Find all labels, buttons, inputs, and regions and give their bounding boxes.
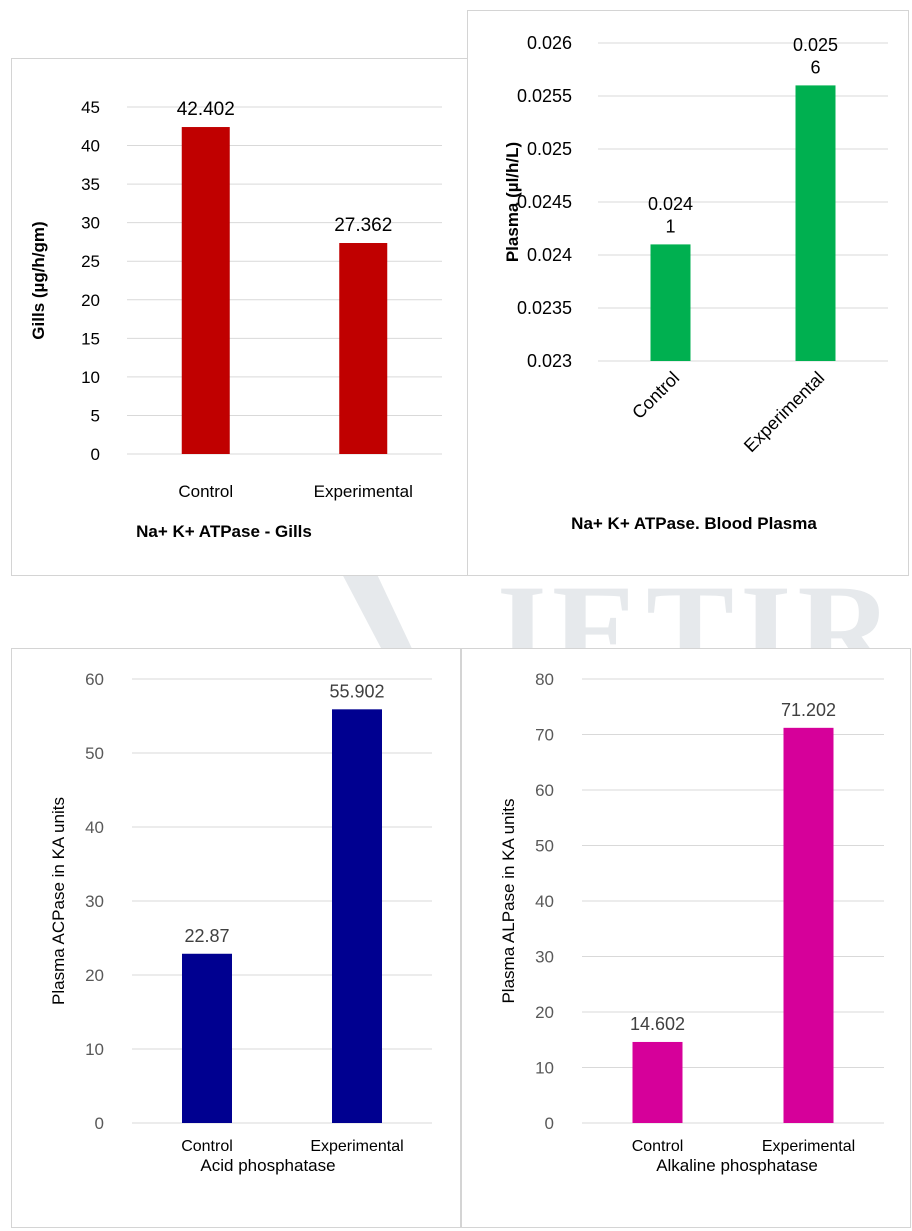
y-tick-label: 35	[81, 175, 100, 194]
y-tick-label: 0.0255	[517, 86, 572, 106]
y-tick-label: 60	[535, 781, 554, 800]
data-label: 0.025	[793, 35, 838, 55]
bar-control	[632, 1041, 683, 1123]
y-axis-title: Plasma (µl/h/L)	[503, 142, 522, 262]
y-tick-label: 30	[85, 892, 104, 911]
y-tick-label: 20	[535, 1003, 554, 1022]
bar-experimental	[783, 727, 834, 1123]
y-tick-label: 0.023	[527, 351, 572, 371]
y-tick-label: 5	[91, 406, 100, 425]
y-tick-label: 70	[535, 726, 554, 745]
y-tick-label: 0.026	[527, 33, 572, 53]
bar-experimental	[339, 243, 388, 454]
blood-plasma-chart: 0.023 0.0235 0.024 0.0245 0.025 0.0255 0.026 0.…	[503, 33, 888, 533]
x-tick-label: Control	[181, 1138, 233, 1155]
y-tick-label: 0	[91, 445, 100, 464]
data-label: 0.024	[648, 194, 693, 214]
y-tick-label: 0	[95, 1114, 104, 1133]
y-tick-label: 15	[81, 329, 100, 348]
x-tick-label: Experimental	[314, 482, 413, 501]
y-tick-label: 80	[535, 670, 554, 689]
chart-title: Na+ K+ ATPase - Gills	[136, 522, 312, 541]
chart-panel-alkaline-phosphatase: 0 10 20 30 40 50 60 70 80 14.602 Control 71.202 Expe…	[461, 648, 911, 1228]
y-tick-label: 0.0245	[517, 192, 572, 212]
x-tick-label: Experimental	[740, 368, 828, 456]
y-tick-label: 20	[85, 966, 104, 985]
x-tick-label: Control	[178, 482, 233, 501]
data-label: 1	[665, 216, 675, 236]
chart-title: Acid phosphatase	[200, 1156, 335, 1175]
y-tick-label: 60	[85, 670, 104, 689]
data-label: 6	[810, 57, 820, 77]
y-tick-label: 25	[81, 252, 100, 271]
bar-experimental	[795, 85, 836, 362]
y-tick-label: 45	[81, 98, 100, 117]
y-tick-label: 0.024	[527, 245, 572, 265]
bar-control	[181, 127, 230, 454]
x-tick-label: Control	[632, 1138, 684, 1155]
data-label: 71.202	[781, 700, 836, 720]
y-tick-label: 0	[545, 1114, 554, 1133]
y-tick-label: 20	[81, 291, 100, 310]
x-tick-label: Experimental	[310, 1138, 403, 1155]
gills-chart: 0 5 10 15 20 25 30 35 40 45 42.402 Control 27.362 Exp…	[29, 98, 442, 541]
y-tick-label: 0.0235	[517, 298, 572, 318]
bar-experimental	[332, 709, 382, 1123]
y-axis-title: Gills (µg/h/gm)	[29, 221, 48, 339]
data-label: 55.902	[329, 681, 384, 701]
chart-title: Na+ K+ ATPase. Blood Plasma	[571, 514, 817, 533]
data-label: 27.362	[334, 215, 392, 236]
y-tick-label: 30	[81, 214, 100, 233]
y-tick-label: 50	[85, 744, 104, 763]
y-axis-title: Plasma ALPase in KA units	[499, 798, 518, 1003]
bar-control	[650, 244, 691, 361]
acid-phosphatase-chart: 0 10 20 30 40 50 60 22.87 Control 55.902 Experimen…	[49, 670, 432, 1175]
y-axis-title: Plasma ACPase in KA units	[49, 797, 68, 1005]
x-tick-label: Experimental	[762, 1138, 855, 1155]
data-label: 42.402	[177, 99, 235, 120]
y-tick-label: 10	[81, 368, 100, 387]
chart-panel-blood-plasma: 0.023 0.0235 0.024 0.0245 0.025 0.0255 0.026 0.…	[467, 10, 909, 576]
bar-control	[182, 953, 232, 1123]
alkaline-phosphatase-chart: 0 10 20 30 40 50 60 70 80 14.602 Control 71.202 Expe…	[499, 670, 884, 1175]
y-tick-label: 10	[85, 1040, 104, 1059]
y-tick-label: 50	[535, 837, 554, 856]
data-label: 22.87	[184, 926, 229, 946]
y-tick-label: 40	[81, 137, 100, 156]
y-tick-label: 30	[535, 948, 554, 967]
y-tick-label: 40	[535, 892, 554, 911]
chart-panel-gills: 0 5 10 15 20 25 30 35 40 45 42.402 Control 27.362 Exp…	[11, 58, 469, 576]
data-label: 14.602	[630, 1014, 685, 1034]
y-tick-label: 40	[85, 818, 104, 837]
x-tick-label: Control	[628, 368, 683, 423]
chart-title: Alkaline phosphatase	[656, 1156, 818, 1175]
chart-panel-acid-phosphatase: 0 10 20 30 40 50 60 22.87 Control 55.902 Experimen…	[11, 648, 461, 1228]
y-tick-label: 10	[535, 1059, 554, 1078]
y-tick-label: 0.025	[527, 139, 572, 159]
